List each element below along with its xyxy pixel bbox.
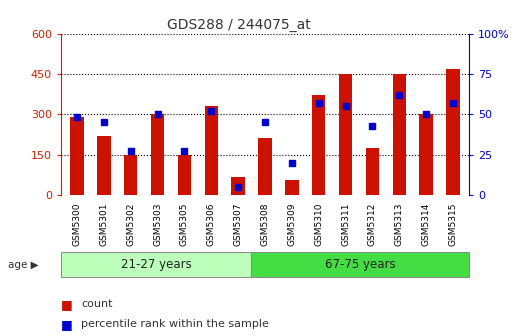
- Bar: [339, 74, 352, 195]
- Text: ■: ■: [61, 298, 73, 310]
- Text: GDS288 / 244075_at: GDS288 / 244075_at: [166, 18, 311, 32]
- Text: percentile rank within the sample: percentile rank within the sample: [81, 319, 269, 329]
- Bar: [446, 69, 460, 195]
- Bar: [366, 148, 379, 195]
- Bar: [258, 138, 272, 195]
- Bar: [178, 155, 191, 195]
- Bar: [285, 180, 298, 195]
- Bar: [97, 136, 111, 195]
- Bar: [251, 252, 469, 277]
- Text: ■: ■: [61, 318, 73, 331]
- Bar: [312, 95, 325, 195]
- Bar: [70, 117, 84, 195]
- Text: age ▶: age ▶: [8, 260, 39, 269]
- Bar: [205, 106, 218, 195]
- Bar: [61, 252, 251, 277]
- Text: 21-27 years: 21-27 years: [121, 258, 191, 271]
- Bar: [151, 114, 164, 195]
- Bar: [419, 114, 433, 195]
- Bar: [124, 155, 137, 195]
- Bar: [393, 74, 406, 195]
- Text: 67-75 years: 67-75 years: [325, 258, 395, 271]
- Text: count: count: [81, 299, 112, 309]
- Bar: [232, 177, 245, 195]
